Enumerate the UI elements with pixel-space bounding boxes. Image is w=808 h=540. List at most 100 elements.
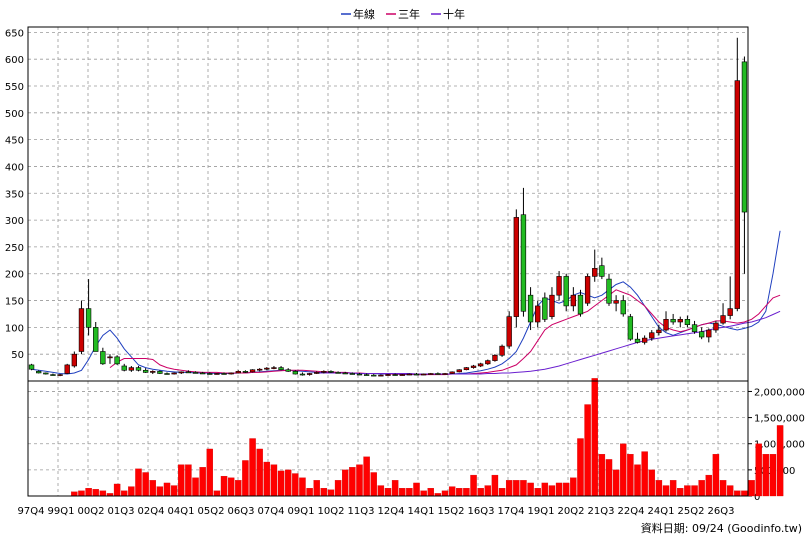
- x-tick-label: 14Q1: [408, 506, 435, 517]
- volume-tick-label: 2,000,000: [754, 387, 805, 398]
- candle-body-down: [527, 294, 534, 323]
- candle-body-up: [171, 372, 177, 375]
- candle-body-down: [242, 371, 249, 373]
- x-tick-label: 20Q2: [558, 506, 585, 517]
- candle-body-up: [513, 217, 519, 317]
- volume-bar: [149, 480, 156, 497]
- x-tick-label: 97Q4: [18, 506, 45, 517]
- volume-bar: [263, 461, 271, 497]
- x-tick-label: 11Q3: [348, 506, 375, 517]
- volume-bar: [662, 485, 670, 497]
- candle-body-up: [406, 373, 413, 376]
- price-axis: 50 100 150 200 250 300 350 400 450 500 550 600 650: [5, 28, 24, 361]
- volume-bar: [669, 480, 677, 497]
- candlesticks: [28, 37, 748, 377]
- candle-body-down: [157, 371, 163, 374]
- volume-bar: [513, 480, 520, 497]
- plot-frames: [27, 26, 749, 497]
- volume-bar: [342, 469, 349, 497]
- candle-body-down: [292, 371, 298, 375]
- volume-bar: [655, 480, 663, 497]
- candle-body-up: [584, 276, 591, 304]
- x-tick-label: 02Q4: [138, 506, 165, 517]
- volume-bar: [349, 467, 356, 497]
- candle-body-down: [691, 324, 698, 332]
- price-tick-label: 100: [5, 323, 24, 334]
- volume-bar: [142, 472, 149, 497]
- x-tick-label: 26Q3: [708, 506, 735, 517]
- candle-body-up: [385, 374, 391, 376]
- volume-bar: [270, 464, 278, 497]
- volume-bar: [384, 488, 392, 497]
- candle-body-up: [727, 308, 733, 316]
- volume-bar: [206, 448, 213, 497]
- price-tick-label: 650: [5, 28, 24, 39]
- volume-bar: [249, 438, 256, 497]
- candle-body-up: [107, 356, 113, 359]
- candle-body-up: [720, 315, 726, 324]
- candle-body-down: [335, 372, 341, 374]
- volume-bar: [227, 477, 235, 497]
- volume-bar: [448, 486, 456, 497]
- candle-body-up: [734, 80, 740, 309]
- volume-tick-label: 0: [754, 492, 760, 503]
- candle-body-up: [214, 373, 220, 375]
- candle-body-down: [577, 294, 584, 315]
- volume-bar: [71, 491, 78, 497]
- x-axis: 97Q4 99Q1 00Q2 01Q3 02Q4 04Q1 05Q2 06Q3 07Q4 09Q1…: [18, 506, 735, 517]
- volume-bar: [456, 488, 463, 497]
- candle-body-up: [78, 308, 85, 352]
- candle-body-down: [185, 371, 192, 374]
- candle-body-down: [164, 373, 170, 375]
- legend-label: 年線: [353, 7, 375, 21]
- candle-body-up: [314, 372, 320, 374]
- candle-body-down: [142, 369, 149, 373]
- candle-body-down: [698, 331, 705, 338]
- price-tick-label: 200: [5, 270, 24, 281]
- price-tick-label: 400: [5, 162, 24, 173]
- candle-body-up: [641, 337, 648, 343]
- candle-body-up: [499, 345, 505, 356]
- volume-bar: [748, 480, 755, 497]
- volume-bar: [99, 490, 107, 497]
- candle-body-up: [549, 294, 555, 317]
- price-grid: [28, 27, 748, 381]
- legend-item-three-year: 三年: [386, 7, 420, 21]
- x-tick-label: 25Q2: [678, 506, 705, 517]
- x-tick-label: 00Q2: [78, 506, 105, 517]
- candle-body-down: [606, 278, 612, 304]
- volume-bar: [776, 425, 784, 497]
- candle-body-up: [478, 363, 484, 367]
- candle-body-up: [428, 373, 434, 375]
- candle-body-down: [36, 371, 42, 374]
- volume-bar: [548, 485, 556, 497]
- price-tick-label: 50: [11, 350, 24, 361]
- candle-body-up: [399, 374, 405, 376]
- volume-bar: [612, 469, 620, 497]
- price-tick-label: 500: [5, 109, 24, 120]
- candle-body-up: [57, 374, 63, 376]
- price-tick-label: 300: [5, 216, 24, 227]
- volume-tick-label: 1,500,000: [754, 414, 805, 425]
- moving-average-line: [31, 230, 781, 376]
- volume-bar: [156, 486, 164, 497]
- volume-bar: [399, 488, 406, 497]
- candle-body-up: [706, 329, 712, 338]
- volume-bar: [220, 475, 228, 497]
- volume-bar: [242, 460, 249, 497]
- volume-bar: [413, 482, 420, 497]
- candle-body-down: [363, 374, 370, 376]
- volume-bar: [555, 482, 563, 497]
- candle-body-up: [178, 371, 184, 374]
- candle-body-up: [613, 300, 619, 304]
- candle-body-down: [100, 351, 106, 365]
- candle-body-up: [442, 373, 448, 375]
- candle-body-up: [306, 373, 313, 375]
- volume-plot-frame: [27, 380, 749, 497]
- x-tick-label: 15Q2: [438, 506, 465, 517]
- volume-bar: [641, 451, 648, 497]
- candle-body-down: [413, 373, 420, 376]
- volume-bar: [420, 490, 427, 497]
- price-tick-label: 550: [5, 82, 24, 93]
- volume-bar: [605, 459, 613, 497]
